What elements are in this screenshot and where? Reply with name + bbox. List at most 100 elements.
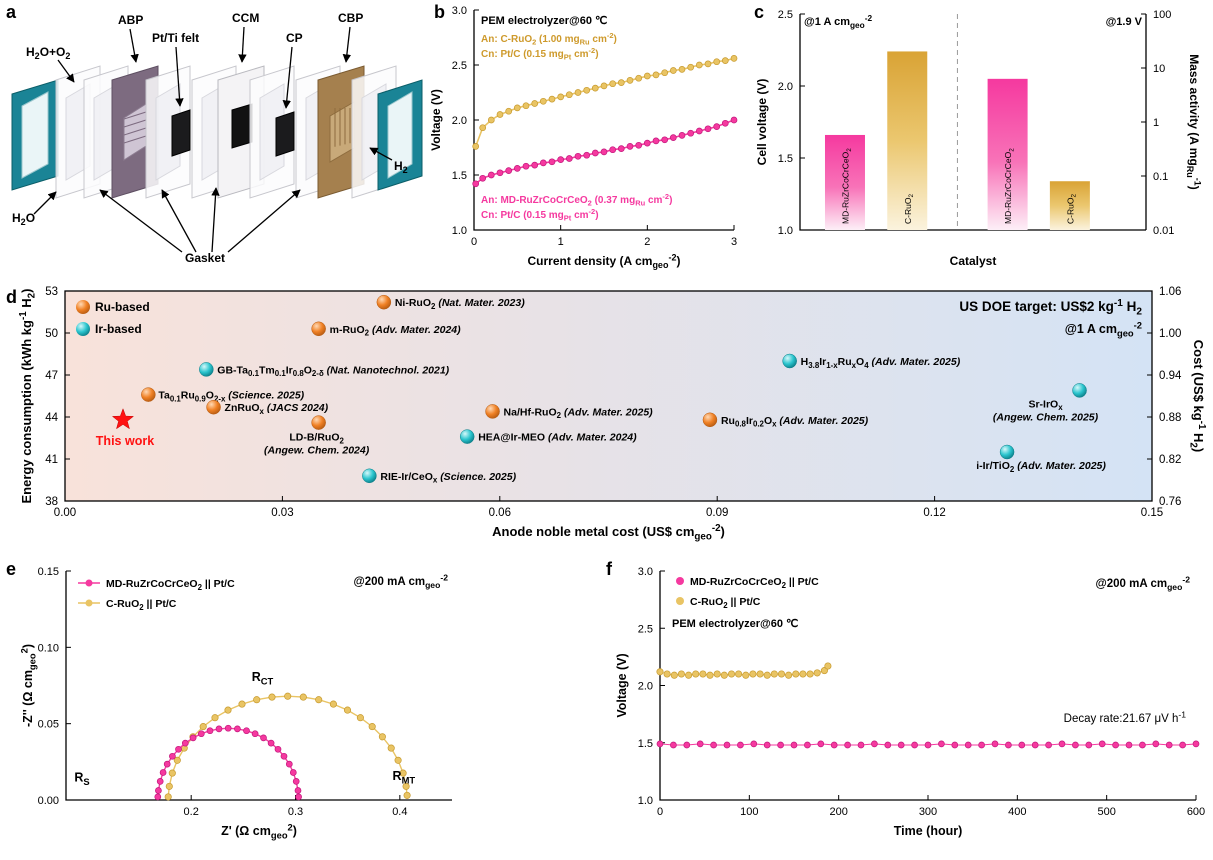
plot-background-gradient xyxy=(65,291,1152,501)
pointer-arrow xyxy=(238,26,247,63)
x-axis-label: Anode noble metal cost (US$ cmgeo-2) xyxy=(492,523,725,543)
pointer-arrow xyxy=(129,28,139,63)
x-axis-label: Z' (Ω cmgeo2) xyxy=(221,821,297,840)
cp-paper xyxy=(275,111,295,157)
scatter-point-ld-b-ruo2: LD-B/RuO2(Angew. Chem. 2024) xyxy=(264,415,370,457)
x-tick: 0.2 xyxy=(184,806,199,818)
scatter-point-m-ruo2: m-RuO2 (Adv. Mater. 2024) xyxy=(311,321,462,338)
x-tick: 0.06 xyxy=(489,507,511,519)
bar-label: C-RuO2 xyxy=(903,194,915,224)
x-tick: 1 xyxy=(558,236,564,248)
legend: Ru-based Ir-based xyxy=(76,300,150,336)
electrolyzer-exploded-diagram: H2O+O2 ABP Pt/Ti felt CCM CP CBP H2O H2 Gasket xyxy=(11,11,423,265)
energy-cost-scatter-chart: 0.00 0.03 0.06 0.09 0.12 0.15 38 41 44 47 50 53 0.76… xyxy=(18,286,1207,543)
x-tick: 100 xyxy=(740,806,758,818)
legend: MD-RuZrCoCrCeO2 || Pt/C C-RuO2 || Pt/C xyxy=(78,578,235,612)
y-tick: 44 xyxy=(45,412,58,424)
y-axis-label: Voltage (V) xyxy=(429,89,443,151)
end-plate-left-window xyxy=(21,91,49,179)
y-tick-right: 1.06 xyxy=(1159,286,1181,298)
scatter-point-gb-ta-tm-ir-o: GB-Ta0.1Tm0.1Ir0.8O2-δ (Nat. Nanotechnol… xyxy=(199,362,450,378)
label-h2: H2 xyxy=(394,159,408,175)
y-tick: 1.5 xyxy=(452,170,467,182)
series-md-ruzrcocrceo2 xyxy=(656,740,1200,749)
panel-letter-b: b xyxy=(434,2,445,22)
legend-md: MD-RuZrCoCrCeO2 || Pt/C xyxy=(106,578,235,592)
y-tick: 53 xyxy=(45,286,58,298)
series-c-ruo2 xyxy=(656,662,832,679)
point-label: i-Ir/TiO2 (Adv. Mater. 2025) xyxy=(976,460,1106,474)
label-ccm: CCM xyxy=(232,11,259,25)
panel-letter-c: c xyxy=(754,2,765,22)
scatter-point-h-ir-ru-o4: H3.8Ir1-xRuxO4 (Adv. Mater. 2025) xyxy=(782,353,961,370)
resistance-label-2: RMT xyxy=(393,769,416,785)
y-tick: 1.0 xyxy=(638,795,653,807)
y-tick-right: 0.76 xyxy=(1159,496,1181,508)
scatter-point-rie-ir-ceox: RIE-Ir/CeOx (Science. 2025) xyxy=(362,468,517,485)
panel-letter-a: a xyxy=(6,2,17,22)
y-axis-label: -Z'' (Ω cmgeo2) xyxy=(18,644,37,727)
y-tick-right: 0.82 xyxy=(1159,454,1181,466)
point-label: m-RuO2 (Adv. Mater. 2024) xyxy=(330,324,462,338)
y-tick: 2.5 xyxy=(452,60,467,72)
y-tick-right: 100 xyxy=(1153,9,1171,21)
legend-ir-based: Ir-based xyxy=(95,322,142,336)
panel-c-bar-chart: c 1.0 1.5 2.0 2.5 Catalyst Cell voltage (V) 0.… xyxy=(748,0,1213,285)
panel-d-benchmark-scatter: d 0.00 0.03 0.06 0.09 0.12 0.15 38 41 44 47 50 53 0.… xyxy=(0,285,1213,557)
y-tick-right: 0.1 xyxy=(1153,171,1168,183)
series-md-ruzrcocrceo2 xyxy=(472,116,738,188)
y-tick: 1.0 xyxy=(778,225,793,237)
chart-subtitle: PEM electrolyzer@60 ℃ xyxy=(672,618,798,630)
y-tick: 0.00 xyxy=(38,795,59,807)
y-tick-right: 1.00 xyxy=(1159,328,1181,340)
doe-target-note: US DOE target: US$2 kg-1 H2 xyxy=(959,298,1142,318)
panel-letter-f: f xyxy=(606,559,612,579)
y-axis-label-right: Mass activity (A mgRu-1) xyxy=(1185,54,1203,190)
y-axis-label: Energy consumption (kWh kg-1 H2) xyxy=(18,289,37,504)
gasket-window xyxy=(155,83,181,181)
end-plate-right-window xyxy=(387,91,413,179)
x-tick: 0.15 xyxy=(1141,507,1163,519)
x-tick: 0.00 xyxy=(54,507,76,519)
x-tick: 0 xyxy=(471,236,477,248)
scatter-point-sr-irox: Sr-IrOx(Angew. Chem. 2025) xyxy=(993,383,1099,423)
point-label: Ru0.8Ir0.2Ox (Adv. Mater. 2025) xyxy=(721,415,869,429)
x-tick: 0 xyxy=(657,806,663,818)
series-md-ruzrcocrceo2 xyxy=(154,724,302,801)
y-axis-label: Cell voltage (V) xyxy=(755,79,769,166)
label-h2o: H2O xyxy=(12,211,35,227)
series-c-ruo2 xyxy=(472,55,738,150)
x-tick: 0.4 xyxy=(392,806,407,818)
chart-title: PEM electrolyzer@60 ℃ xyxy=(481,15,607,27)
pointer-arrow xyxy=(227,189,301,253)
x-axis-label: Catalyst xyxy=(950,254,997,268)
pointer-arrow xyxy=(99,189,183,253)
legend-c-ruo2: C-RuO2 || Pt/C xyxy=(106,598,177,612)
point-label: Na/Hf-RuO2 (Adv. Mater. 2025) xyxy=(504,406,654,420)
eis-nyquist-chart: 0.2 0.3 0.4 0.00 0.05 0.10 0.15 Z' (Ω cmgeo2) -Z… xyxy=(18,566,452,840)
legend-anode-md: An: MD-RuZrCoCrCeO2 (0.37 mgRu cm-2) xyxy=(481,192,672,208)
bar-mass_activity-3 xyxy=(1049,181,1090,230)
scatter-point-znruox: ZnRuOx (JACS 2024) xyxy=(206,399,329,416)
y-tick: 1.0 xyxy=(452,225,467,237)
current-density-note: @200 mA cmgeo-2 xyxy=(354,573,449,591)
point-label: (Angew. Chem. 2024) xyxy=(264,445,370,457)
bar-mass_activity-2 xyxy=(987,78,1028,231)
right-axis: 0.01 0.1 1 10 100 xyxy=(1141,9,1174,237)
y-tick: 50 xyxy=(45,328,58,340)
panel-f-stability-test: f 0 100 200 300 400 500 600 1.0 1.5 2.0 2.5 3.0 Time… xyxy=(600,557,1213,860)
scatter-point-ta-ru-o: Ta0.1Ru0.9O2-x (Science. 2025) xyxy=(141,387,305,403)
bar-voltage-1 xyxy=(887,51,928,230)
x-tick: 2 xyxy=(644,236,650,248)
x-tick: 500 xyxy=(1097,806,1115,818)
legend: MD-RuZrCoCrCeO2 || Pt/C C-RuO2 || Pt/C xyxy=(676,576,819,610)
panel-letter-d: d xyxy=(6,287,17,307)
point-label: RIE-Ir/CeOx (Science. 2025) xyxy=(380,471,516,485)
pointer-arrow xyxy=(33,191,57,215)
ccm-active-area xyxy=(231,103,253,149)
scatter-point-ni-ruo2: Ni-RuO2 (Nat. Mater. 2023) xyxy=(376,294,525,311)
scatter-point-i-ir-tio2: i-Ir/TiO2 (Adv. Mater. 2025) xyxy=(976,444,1106,474)
gasket-window xyxy=(259,83,285,181)
legend-cathode-c-ruo2: Cn: Pt/C (0.15 mgPt cm-2) xyxy=(481,46,599,62)
y-tick: 1.5 xyxy=(778,153,793,165)
